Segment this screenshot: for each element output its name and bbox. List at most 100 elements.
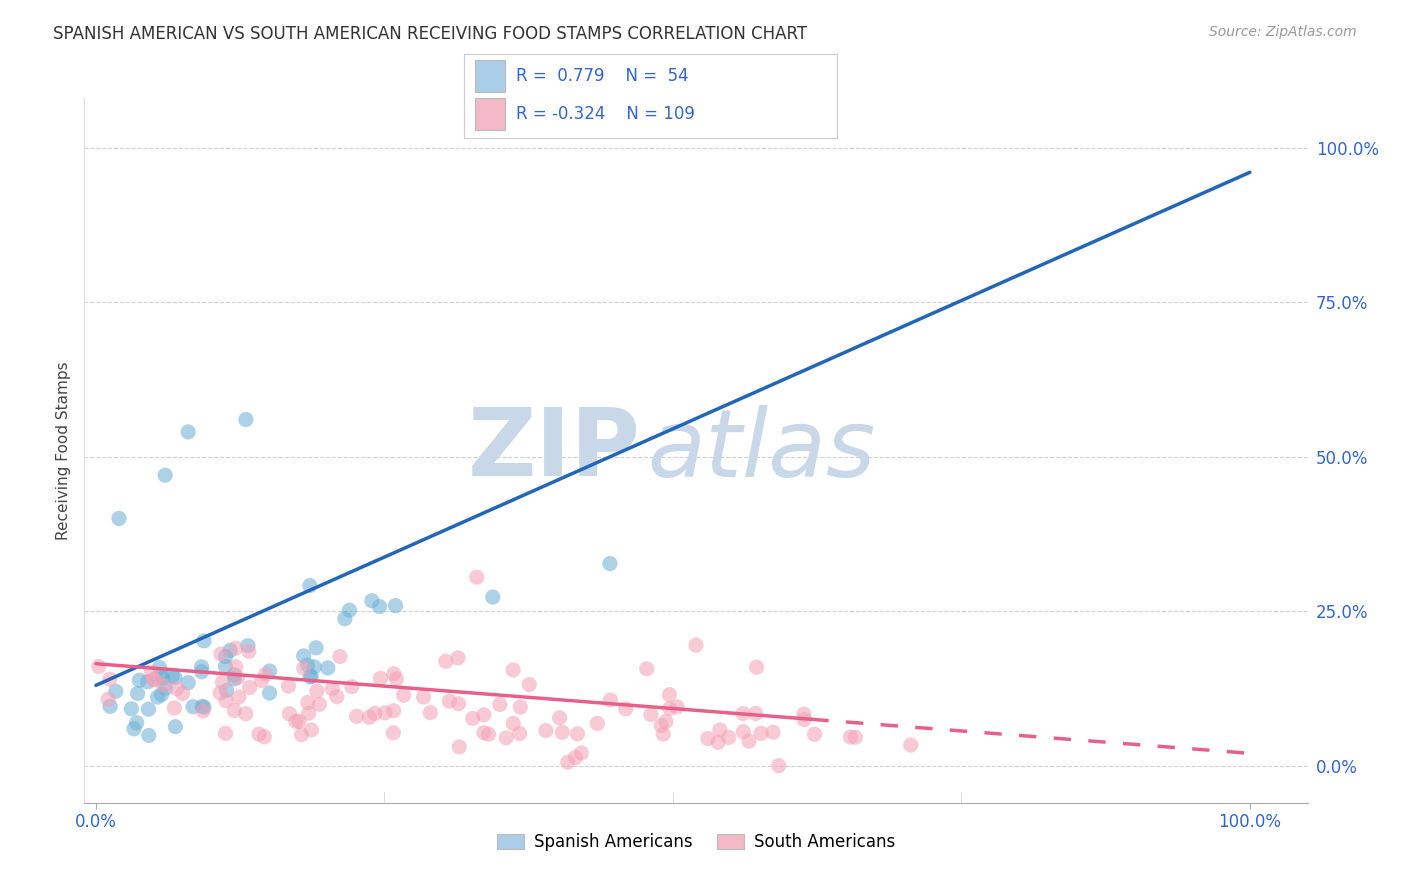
Point: [489, 698, 512, 712]
Point: [136, 674, 159, 689]
Point: [214, 649, 236, 664]
Point: [292, 648, 315, 663]
Point: [839, 730, 862, 744]
Point: [177, 675, 200, 690]
Point: [236, 639, 259, 653]
Point: [302, 660, 325, 674]
Point: [238, 644, 260, 658]
Point: [209, 647, 232, 661]
Point: [385, 672, 408, 686]
Point: [392, 688, 415, 702]
Point: [278, 706, 301, 721]
Point: [149, 660, 172, 674]
Point: [127, 686, 149, 700]
Point: [370, 672, 392, 686]
Point: [224, 668, 246, 682]
Text: ZIP: ZIP: [468, 404, 641, 497]
Point: [228, 690, 250, 704]
Point: [599, 557, 621, 571]
Point: [120, 702, 142, 716]
Point: [340, 680, 363, 694]
Point: [548, 711, 571, 725]
Point: [569, 746, 592, 760]
Point: [254, 667, 277, 681]
Point: [142, 673, 165, 687]
Point: [214, 659, 236, 673]
Point: [108, 511, 131, 525]
Point: [163, 701, 186, 715]
Point: [292, 661, 315, 675]
Point: [326, 690, 349, 704]
Point: [190, 660, 212, 674]
Point: [259, 686, 281, 700]
Point: [666, 699, 689, 714]
Point: [150, 688, 173, 702]
Point: [190, 665, 212, 679]
Point: [650, 718, 672, 732]
Text: SPANISH AMERICAN VS SOUTH AMERICAN RECEIVING FOOD STAMPS CORRELATION CHART: SPANISH AMERICAN VS SOUTH AMERICAN RECEI…: [53, 25, 807, 43]
Point: [239, 681, 262, 695]
Point: [284, 714, 307, 729]
Point: [235, 412, 257, 426]
Point: [733, 706, 755, 721]
Point: [599, 693, 621, 707]
Point: [138, 728, 160, 742]
Text: R =  0.779    N =  54: R = 0.779 N = 54: [516, 67, 689, 85]
FancyBboxPatch shape: [475, 61, 505, 92]
Point: [509, 726, 531, 740]
Point: [449, 739, 471, 754]
Point: [226, 671, 249, 685]
Point: [439, 694, 461, 708]
Point: [305, 640, 328, 655]
Point: [98, 699, 121, 714]
Point: [346, 709, 368, 723]
Point: [209, 686, 232, 700]
Point: [447, 651, 470, 665]
Point: [749, 726, 772, 740]
Point: [793, 713, 815, 727]
Point: [181, 699, 204, 714]
Text: Source: ZipAtlas.com: Source: ZipAtlas.com: [1209, 25, 1357, 39]
Point: [305, 684, 328, 698]
Point: [166, 681, 188, 696]
Point: [163, 670, 186, 684]
Point: [215, 683, 238, 698]
Point: [150, 668, 173, 682]
Point: [321, 681, 343, 696]
Point: [652, 727, 675, 741]
Point: [384, 599, 406, 613]
Point: [793, 707, 815, 722]
Point: [259, 664, 281, 678]
Point: [517, 677, 540, 691]
Point: [299, 669, 322, 683]
Point: [97, 692, 120, 706]
Point: [224, 703, 246, 717]
Point: [138, 702, 160, 716]
Point: [329, 649, 352, 664]
Point: [509, 700, 531, 714]
Point: [152, 678, 174, 692]
Point: [191, 704, 214, 718]
Point: [640, 707, 662, 722]
Point: [502, 663, 524, 677]
Point: [225, 660, 247, 674]
Point: [125, 715, 148, 730]
Point: [557, 755, 579, 769]
Point: [447, 697, 470, 711]
Point: [104, 684, 127, 698]
Point: [382, 726, 405, 740]
Point: [247, 727, 270, 741]
Point: [98, 672, 121, 686]
Point: [502, 716, 524, 731]
Point: [277, 679, 299, 693]
Point: [900, 738, 922, 752]
Point: [707, 735, 730, 749]
Point: [250, 673, 273, 688]
Point: [333, 612, 356, 626]
Point: [762, 725, 785, 739]
Point: [215, 694, 238, 708]
Point: [153, 468, 176, 483]
Point: [745, 660, 768, 674]
Point: [472, 707, 495, 722]
Point: [143, 673, 166, 687]
